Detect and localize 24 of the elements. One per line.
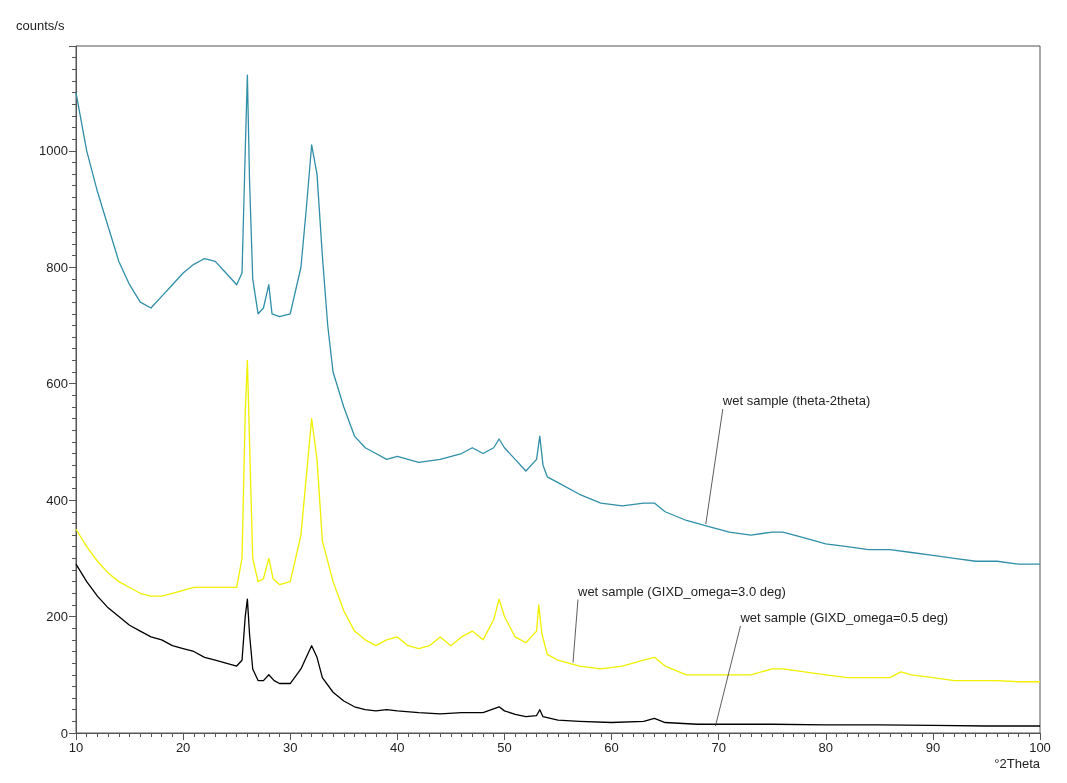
y-tick-label: 1000 [39, 143, 68, 159]
x-tick-label: 80 [818, 740, 834, 755]
line-series [75, 563, 1041, 727]
x-tick-label: 10 [68, 740, 84, 755]
y-tick-label: 200 [46, 609, 68, 625]
x-axis-title: °2Theta [994, 756, 1041, 771]
y-tick-label: 400 [46, 492, 68, 508]
x-tick-label: 70 [711, 740, 726, 755]
x-tick-label: 20 [175, 740, 191, 755]
x-tick-label: 30 [282, 740, 298, 755]
annotation: wet sample (theta-2theta) [721, 392, 871, 408]
x-tick-label: 100 [1029, 740, 1051, 755]
x-tick-label: 50 [497, 740, 512, 755]
y-tick-label: 800 [46, 259, 68, 275]
line-series [75, 74, 1041, 565]
x-tick-label: 90 [925, 740, 941, 755]
x-tick-label: 60 [604, 740, 619, 755]
x-tick-label: 40 [390, 740, 405, 755]
y-tick-label: 600 [46, 376, 68, 392]
y-tick-label: 0 [60, 725, 68, 741]
annotation: wet sample (GIXD_omega=0.5 deg) [739, 610, 949, 626]
y-axis-title: counts/s [16, 18, 65, 33]
annotation: wet sample (GIXD_omega=3.0 deg) [577, 583, 786, 599]
line-series [75, 359, 1041, 683]
